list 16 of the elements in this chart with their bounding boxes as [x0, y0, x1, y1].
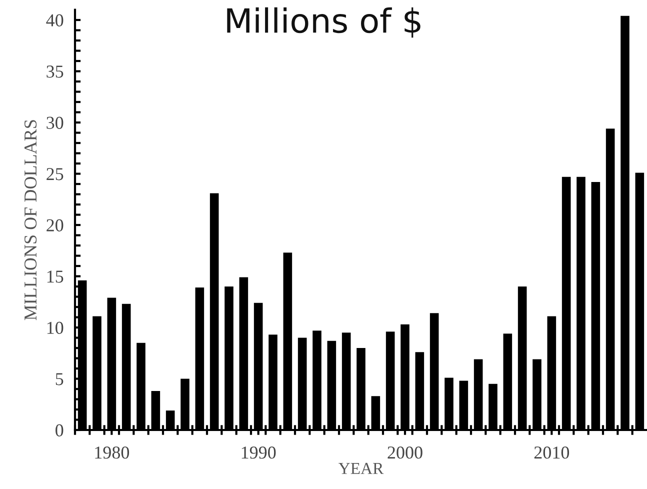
y-tick-label: 15: [47, 270, 64, 283]
y-tick-label: 5: [56, 373, 64, 386]
y-axis-title: MILLIONS OF DOLLARS: [24, 120, 37, 320]
y-tick-label: 20: [46, 219, 64, 232]
y-tick-label: 40: [46, 14, 64, 26]
y-tick-label: 35: [46, 66, 64, 78]
x-tick-label: 1980: [95, 446, 130, 459]
y-tick-label: 10: [47, 322, 64, 334]
chart-title: Millions of $: [227, 7, 420, 38]
y-tick-label: 25: [46, 168, 64, 180]
x-axis-title: YEAR: [338, 462, 384, 474]
y-tick-label: 30: [46, 116, 64, 129]
x-tick-label: 2010: [534, 446, 570, 459]
x-tick-label: 2000: [388, 446, 422, 459]
x-tick-label: 1990: [242, 446, 276, 459]
y-tick-label: 0: [56, 424, 64, 436]
